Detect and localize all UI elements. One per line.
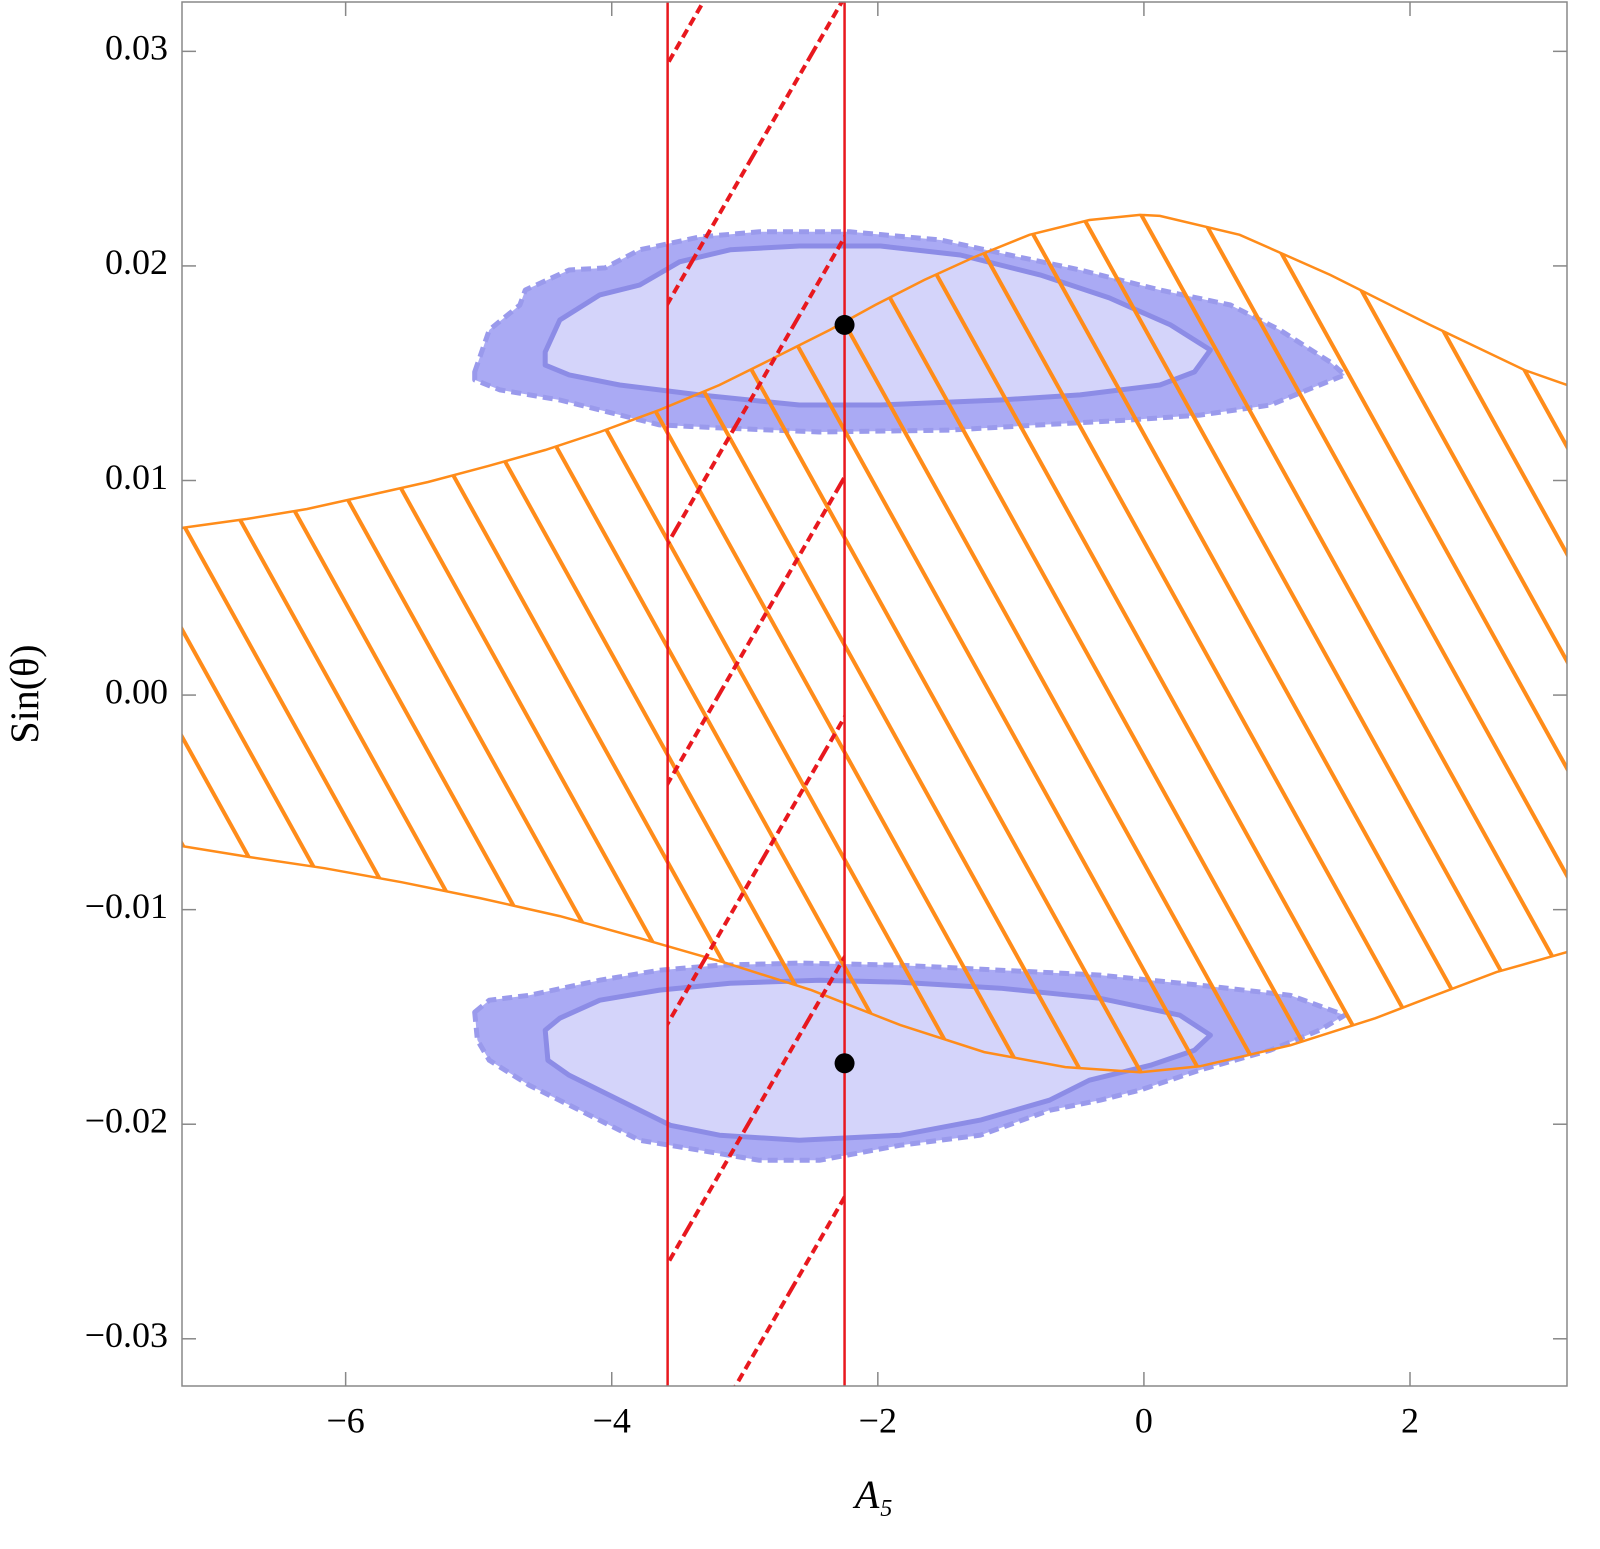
y-tick-label: −0.01	[85, 886, 168, 926]
x-tick-label: −2	[859, 1400, 897, 1440]
y-tick-label: −0.03	[85, 1315, 168, 1355]
x-tick-label: −4	[593, 1400, 631, 1440]
y-tick-label: 0.01	[105, 457, 168, 497]
band-boundary	[182, 213, 1567, 530]
band-hatch	[182, 214, 1567, 1073]
best-fit-point	[834, 314, 855, 335]
y-tick-label: 0.03	[105, 28, 168, 68]
plot-frame	[181, 1, 1568, 1387]
band-boundary	[182, 844, 1567, 1074]
y-axis-label: Sin(θ)	[2, 644, 47, 743]
y-tick-label: 0.00	[105, 671, 168, 711]
x-tick-label: −6	[326, 1400, 364, 1440]
y-tick-label: −0.02	[85, 1100, 168, 1140]
y-tick-label: 0.02	[105, 242, 168, 282]
best-fit-point	[834, 1053, 855, 1074]
red-band-hatch	[667, 2, 845, 1386]
x-tick-label: 0	[1135, 1400, 1153, 1440]
data-layer	[182, 2, 1567, 1386]
x-axis-label: A₅	[852, 1472, 893, 1517]
x-tick-label: 2	[1401, 1400, 1419, 1440]
